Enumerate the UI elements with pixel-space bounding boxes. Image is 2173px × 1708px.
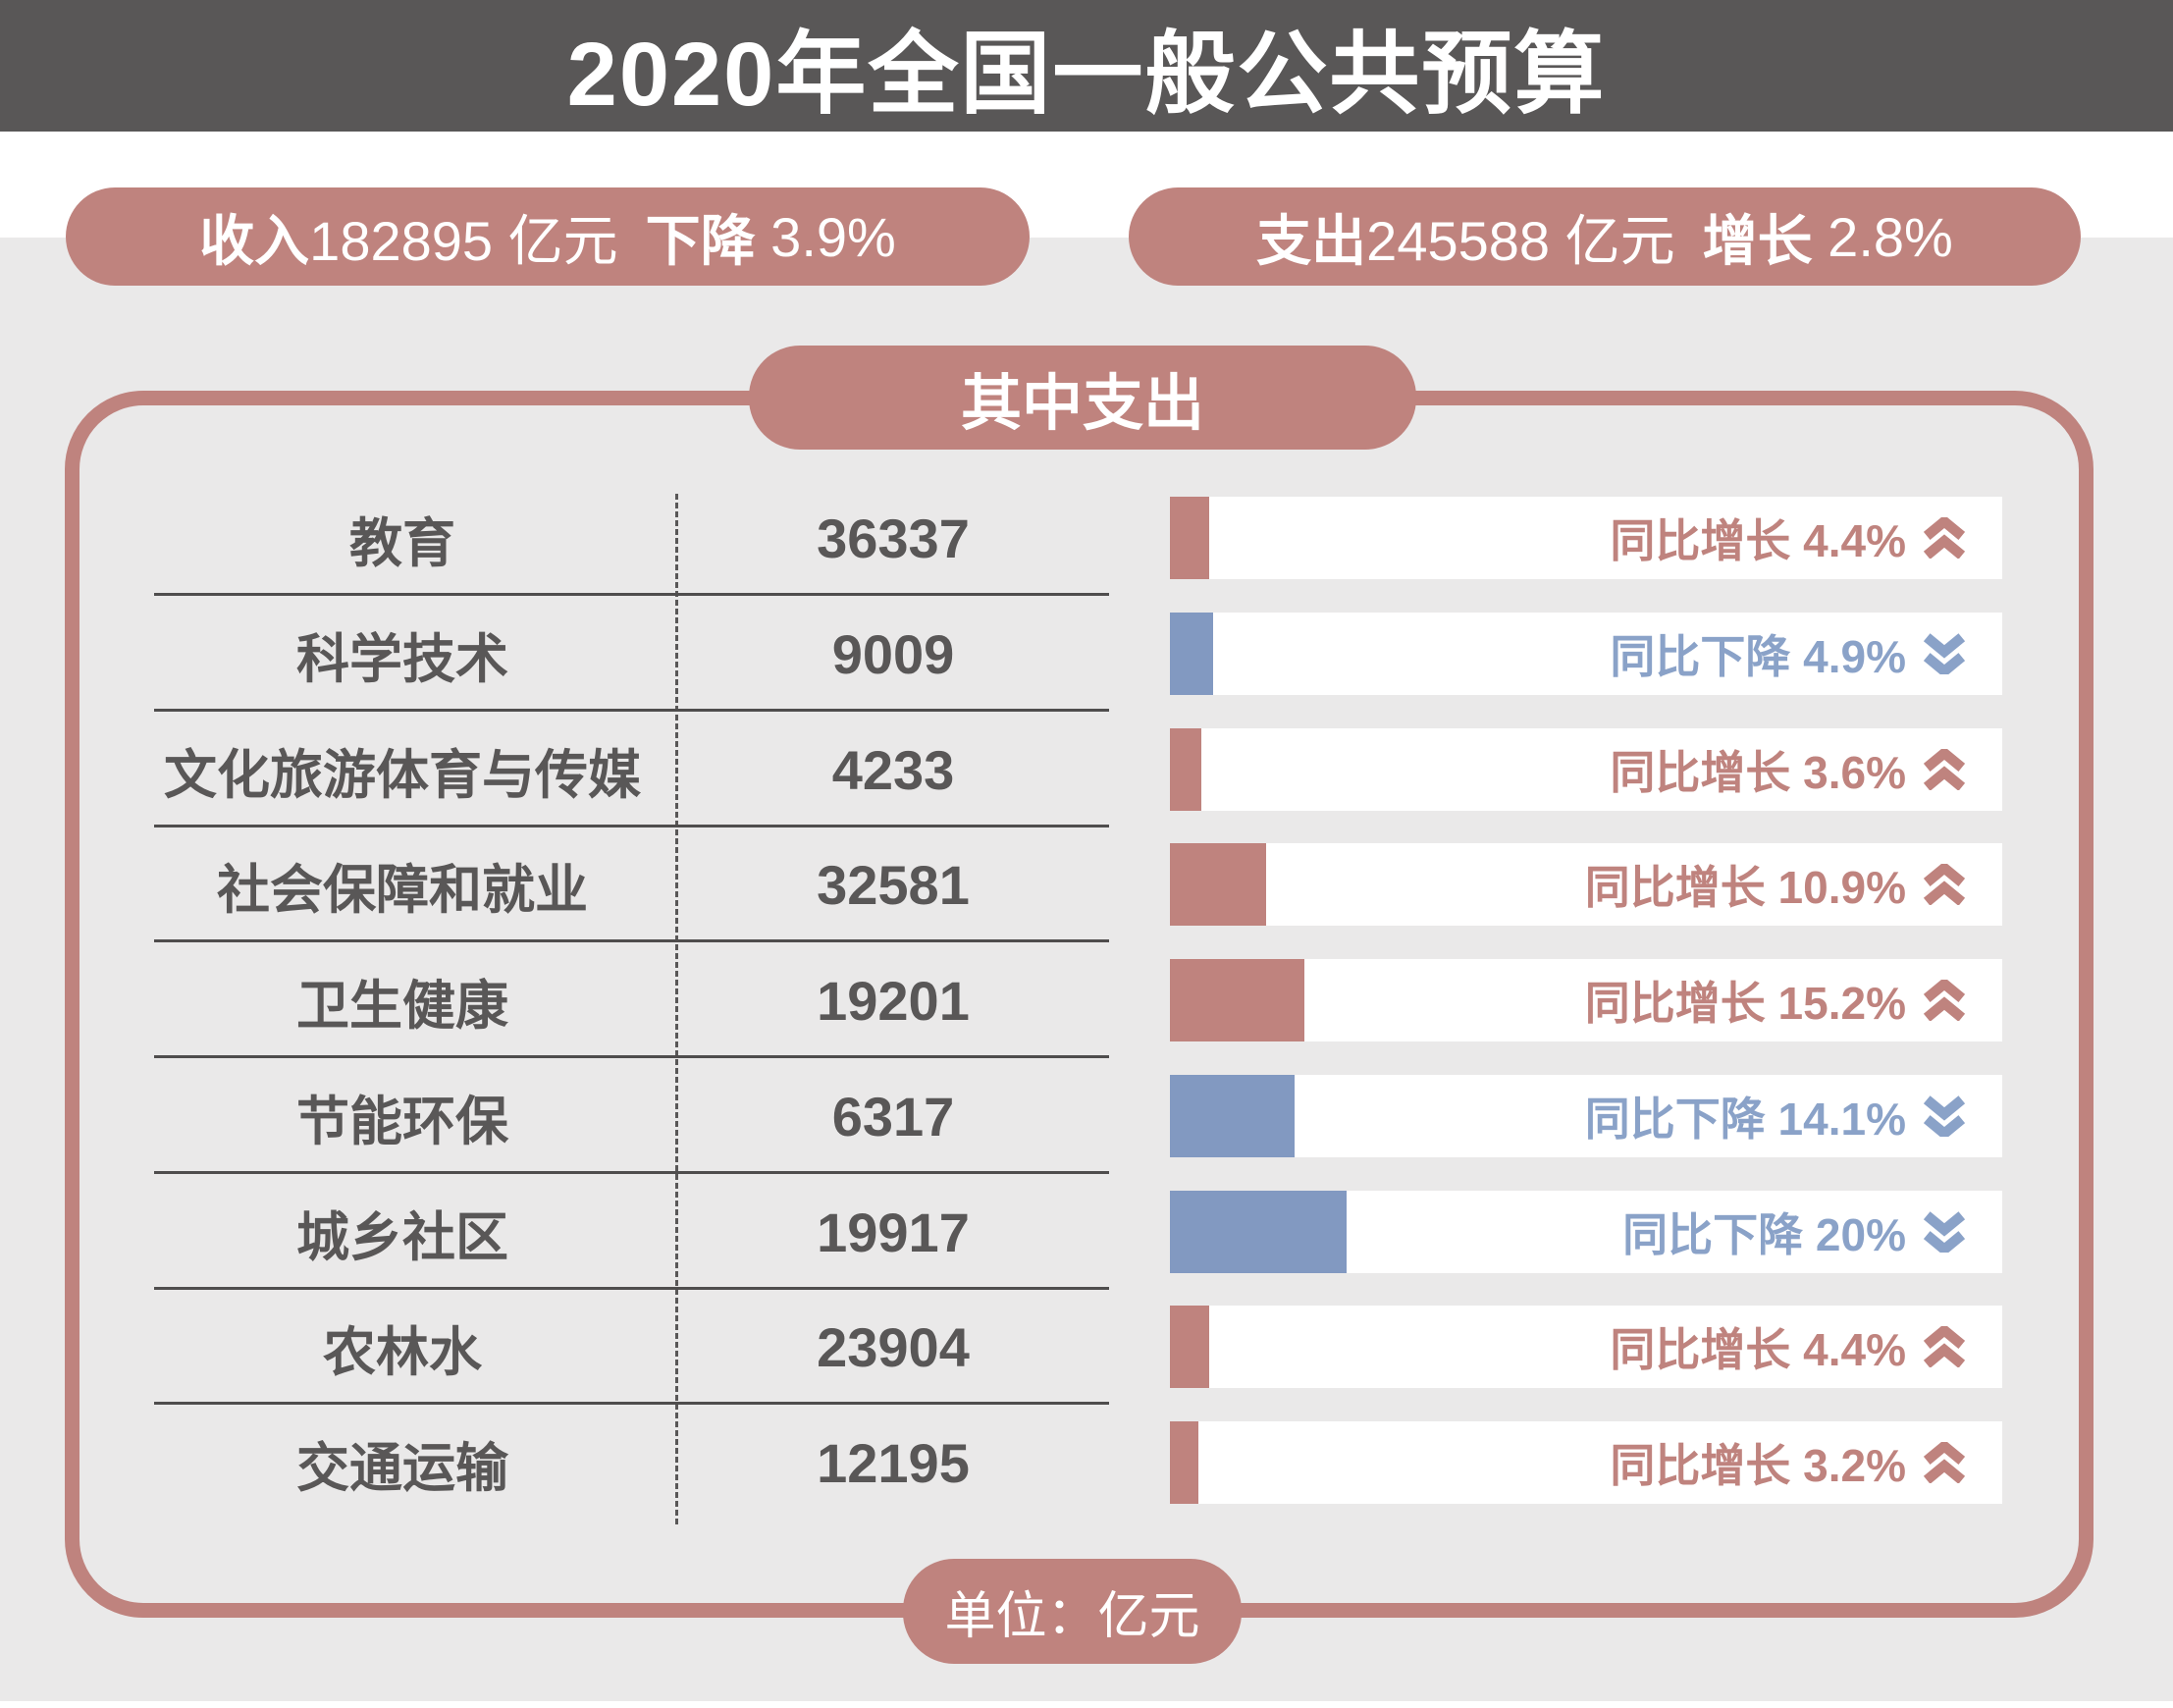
change-label: 同比增长 15.2% <box>1585 968 1967 1033</box>
value-label: 9009 <box>831 622 955 685</box>
change-label: 同比增长 4.4% <box>1610 1314 1967 1379</box>
table-row: 城乡社区 19917 同比下降 20% <box>0 1174 2173 1290</box>
row-separator <box>154 1402 1109 1405</box>
category-label: 教育 <box>349 513 455 573</box>
value-label: 19917 <box>817 1201 970 1263</box>
row-separator <box>154 593 1109 596</box>
category-label: 交通运输 <box>296 1438 508 1498</box>
bar-track: 同比增长 4.4% <box>1170 1306 2002 1388</box>
chevron-double-up-icon <box>1923 517 1966 559</box>
change-bar <box>1170 959 1304 1041</box>
income-change-label: 下降 <box>645 209 756 272</box>
income-summary-pill: 收入 182895 亿元 下降 3.9% <box>66 187 1030 286</box>
change-bar <box>1170 728 1201 811</box>
category-label: 节能环保 <box>296 1092 508 1151</box>
category-label: 文化旅游体育与传媒 <box>164 745 641 805</box>
expense-label: 支出 <box>1256 209 1367 272</box>
table-row: 卫生健康 19201 同比增长 15.2% <box>0 942 2173 1058</box>
income-value: 182895 亿元 <box>309 209 618 272</box>
change-label: 同比增长 4.4% <box>1610 506 1967 570</box>
change-label: 同比增长 3.2% <box>1610 1430 1967 1495</box>
change-label: 同比增长 10.9% <box>1585 852 1967 917</box>
table-row: 节能环保 6317 同比下降 14.1% <box>0 1058 2173 1174</box>
chevron-double-down-icon <box>1923 1095 1966 1137</box>
change-label: 同比下降 14.1% <box>1585 1084 1967 1148</box>
unit-label: 单位：亿元 <box>944 1588 1200 1645</box>
income-change-value: 3.9% <box>770 205 896 268</box>
header-bar: 2020年全国一般公共预算 <box>0 0 2173 132</box>
table-row: 农林水 23904 同比增长 4.4% <box>0 1289 2173 1405</box>
value-label: 12195 <box>817 1431 970 1494</box>
change-bar <box>1170 1421 1198 1504</box>
bar-track: 同比增长 3.6% <box>1170 728 2002 811</box>
expense-summary-pill: 支出 245588 亿元 增长 2.8% <box>1129 187 2081 286</box>
row-separator <box>154 1171 1109 1174</box>
value-label: 4233 <box>831 738 955 801</box>
value-label: 19201 <box>817 969 970 1032</box>
chevron-double-up-icon <box>1923 980 1966 1021</box>
bar-track: 同比增长 3.2% <box>1170 1421 2002 1504</box>
chevron-double-up-icon <box>1923 1326 1966 1367</box>
table-row: 交通运输 12195 同比增长 3.2% <box>0 1405 2173 1521</box>
expense-value: 245588 亿元 <box>1366 209 1675 272</box>
change-bar <box>1170 497 1209 579</box>
expense-change-value: 2.8% <box>1828 205 1953 268</box>
chevron-double-up-icon <box>1923 749 1966 790</box>
category-label: 城乡社区 <box>296 1207 508 1267</box>
bar-track: 同比下降 4.9% <box>1170 613 2002 695</box>
row-separator <box>154 939 1109 942</box>
row-separator <box>154 1287 1109 1290</box>
category-label: 社会保障和就业 <box>217 860 588 920</box>
page-title: 2020年全国一般公共预算 <box>566 24 1607 125</box>
value-label: 6317 <box>831 1085 955 1148</box>
value-label: 32581 <box>817 853 970 916</box>
bar-track: 同比下降 20% <box>1170 1191 2002 1273</box>
change-bar <box>1170 1306 1209 1388</box>
panel-title-pill: 其中支出 <box>749 346 1416 450</box>
row-separator <box>154 1055 1109 1058</box>
change-bar <box>1170 1191 1347 1273</box>
change-bar <box>1170 1075 1295 1157</box>
category-label: 科学技术 <box>296 629 508 689</box>
change-bar <box>1170 613 1213 695</box>
category-label: 农林水 <box>323 1322 482 1382</box>
table-row: 文化旅游体育与传媒 4233 同比增长 3.6% <box>0 712 2173 827</box>
chevron-double-down-icon <box>1923 633 1966 674</box>
table-row: 社会保障和就业 32581 同比增长 10.9% <box>0 827 2173 942</box>
value-label: 36337 <box>817 507 970 569</box>
category-label: 卫生健康 <box>296 976 508 1036</box>
chevron-double-down-icon <box>1923 1211 1966 1253</box>
row-separator <box>154 709 1109 712</box>
panel-title: 其中支出 <box>960 370 1204 438</box>
table-row: 教育 36337 同比增长 4.4% <box>0 480 2173 596</box>
chevron-double-up-icon <box>1923 1442 1966 1483</box>
change-label: 同比下降 20% <box>1622 1200 1967 1264</box>
bar-track: 同比增长 4.4% <box>1170 497 2002 579</box>
bar-track: 同比增长 10.9% <box>1170 843 2002 926</box>
income-label: 收入 <box>199 209 310 272</box>
value-label: 23904 <box>817 1315 970 1378</box>
expense-change-label: 增长 <box>1702 209 1813 272</box>
row-separator <box>154 825 1109 827</box>
table-row: 科学技术 9009 同比下降 4.9% <box>0 596 2173 712</box>
change-label: 同比下降 4.9% <box>1610 621 1967 686</box>
unit-pill: 单位：亿元 <box>903 1559 1242 1664</box>
column-dashed-divider <box>675 494 678 1524</box>
bar-track: 同比下降 14.1% <box>1170 1075 2002 1157</box>
chevron-double-up-icon <box>1923 864 1966 905</box>
change-bar <box>1170 843 1266 926</box>
bar-track: 同比增长 15.2% <box>1170 959 2002 1041</box>
change-label: 同比增长 3.6% <box>1610 737 1967 802</box>
